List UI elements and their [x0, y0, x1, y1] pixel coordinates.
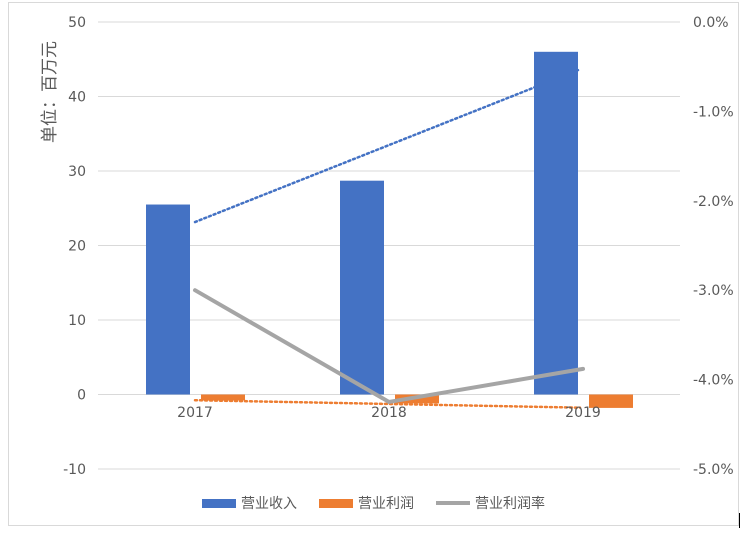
legend-swatch	[202, 498, 236, 508]
x-tick-label: 2017	[177, 405, 213, 421]
trendline-profit	[193, 398, 582, 409]
legend-label: 营业收入	[241, 496, 297, 512]
y-tick-label: 10	[68, 313, 86, 329]
y-axis-label: 单位：百万元	[40, 41, 60, 143]
line-profit-margin	[193, 288, 585, 404]
legend: 营业收入 营业利润 营业利润率	[0, 493, 747, 513]
chart-frame	[8, 2, 739, 526]
bar-profit	[201, 394, 245, 401]
legend-label: 营业利润	[358, 496, 414, 512]
legend-item: 营业利润	[319, 493, 414, 513]
x-tick-label: 2019	[565, 405, 601, 421]
y2-tick-label: -2.0%	[693, 194, 734, 210]
y-tick-label: 20	[68, 239, 86, 255]
y2-tick-label: 0.0%	[693, 15, 729, 31]
legend-label: 营业利润率	[475, 496, 545, 512]
legend-swatch	[436, 501, 470, 505]
bar-revenue	[146, 204, 190, 395]
text-cursor	[739, 513, 740, 528]
y-tick-label: 30	[68, 164, 86, 180]
legend-item: 营业利润率	[436, 493, 545, 513]
y-tick-label: 40	[68, 90, 86, 106]
bar-profit	[589, 394, 633, 408]
y2-tick-label: -5.0%	[693, 462, 734, 478]
bar-revenue	[340, 180, 384, 395]
y-tick-label: 50	[68, 15, 86, 31]
trendline-revenue	[193, 68, 582, 224]
y-tick-label: 0	[77, 388, 86, 404]
x-tick-label: 2018	[371, 405, 407, 421]
y2-tick-label: -1.0%	[693, 104, 734, 120]
y-tick-label: -10	[63, 462, 86, 478]
y2-tick-label: -3.0%	[693, 283, 734, 299]
y2-tick-label: -4.0%	[693, 373, 734, 389]
legend-item: 营业收入	[202, 493, 297, 513]
legend-swatch	[319, 498, 353, 508]
bar-revenue	[534, 51, 578, 395]
